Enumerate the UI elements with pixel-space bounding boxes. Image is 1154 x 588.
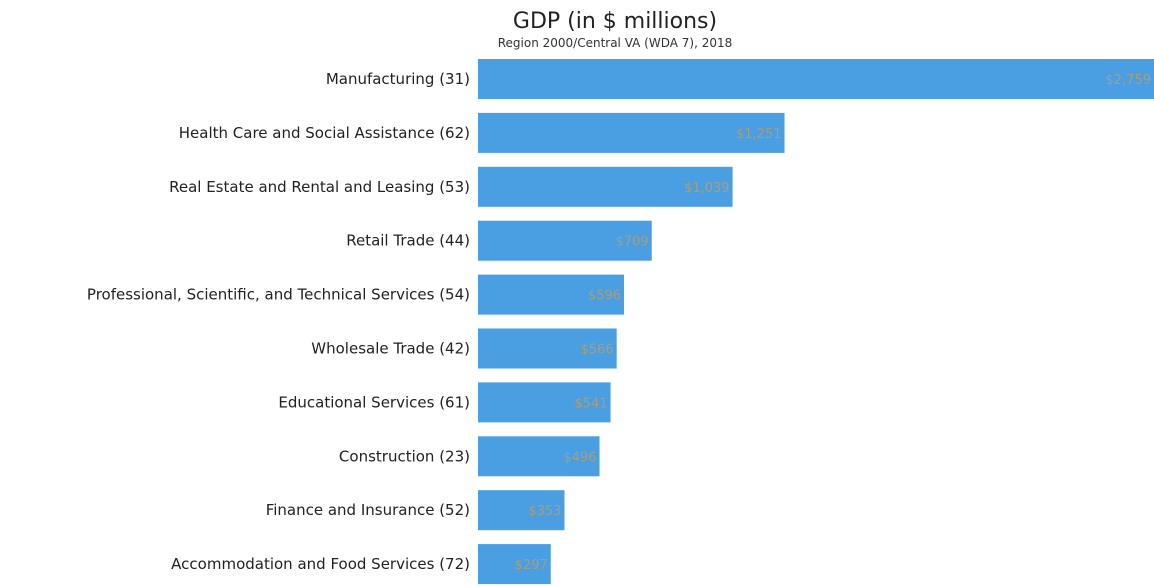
bar-6 [478, 382, 611, 423]
value-label: $709 [616, 235, 649, 250]
chart-title: GDP (in $ millions) [513, 9, 717, 34]
bar-1 [478, 112, 785, 153]
value-label: $596 [588, 289, 621, 304]
chart-subtitle: Region 2000/Central VA (WDA 7), 2018 [498, 36, 733, 50]
category-label: Construction (23) [339, 447, 470, 465]
category-label: Health Care and Social Assistance (62) [179, 124, 470, 142]
bar-3 [478, 220, 652, 261]
bar-7 [478, 436, 600, 477]
bars-group: Manufacturing (31) $2,759 Health Care and … [87, 59, 1154, 585]
value-label: $2,759 [1106, 73, 1152, 88]
category-label: Finance and Insurance (52) [266, 501, 470, 519]
value-label: $353 [528, 504, 561, 519]
category-label: Professional, Scientific, and Technical … [87, 286, 470, 304]
category-label: Real Estate and Rental and Leasing (53) [169, 178, 470, 196]
value-label: $297 [515, 558, 548, 573]
category-label: Manufacturing (31) [326, 70, 470, 88]
bar-4 [478, 274, 625, 315]
category-label: Wholesale Trade (42) [311, 340, 470, 358]
bar-2 [478, 166, 733, 207]
value-label: $566 [581, 343, 614, 358]
bar-0 [478, 59, 1154, 99]
bar-9 [478, 544, 551, 585]
bar-5 [478, 328, 617, 369]
value-label: $1,039 [684, 181, 730, 196]
category-label: Accommodation and Food Services (72) [171, 555, 470, 573]
bar-8 [478, 490, 565, 531]
value-label: $541 [574, 396, 607, 411]
value-label: $1,251 [736, 127, 782, 142]
value-label: $496 [563, 450, 596, 465]
category-label: Retail Trade (44) [346, 232, 470, 250]
category-label: Educational Services (61) [278, 393, 470, 411]
